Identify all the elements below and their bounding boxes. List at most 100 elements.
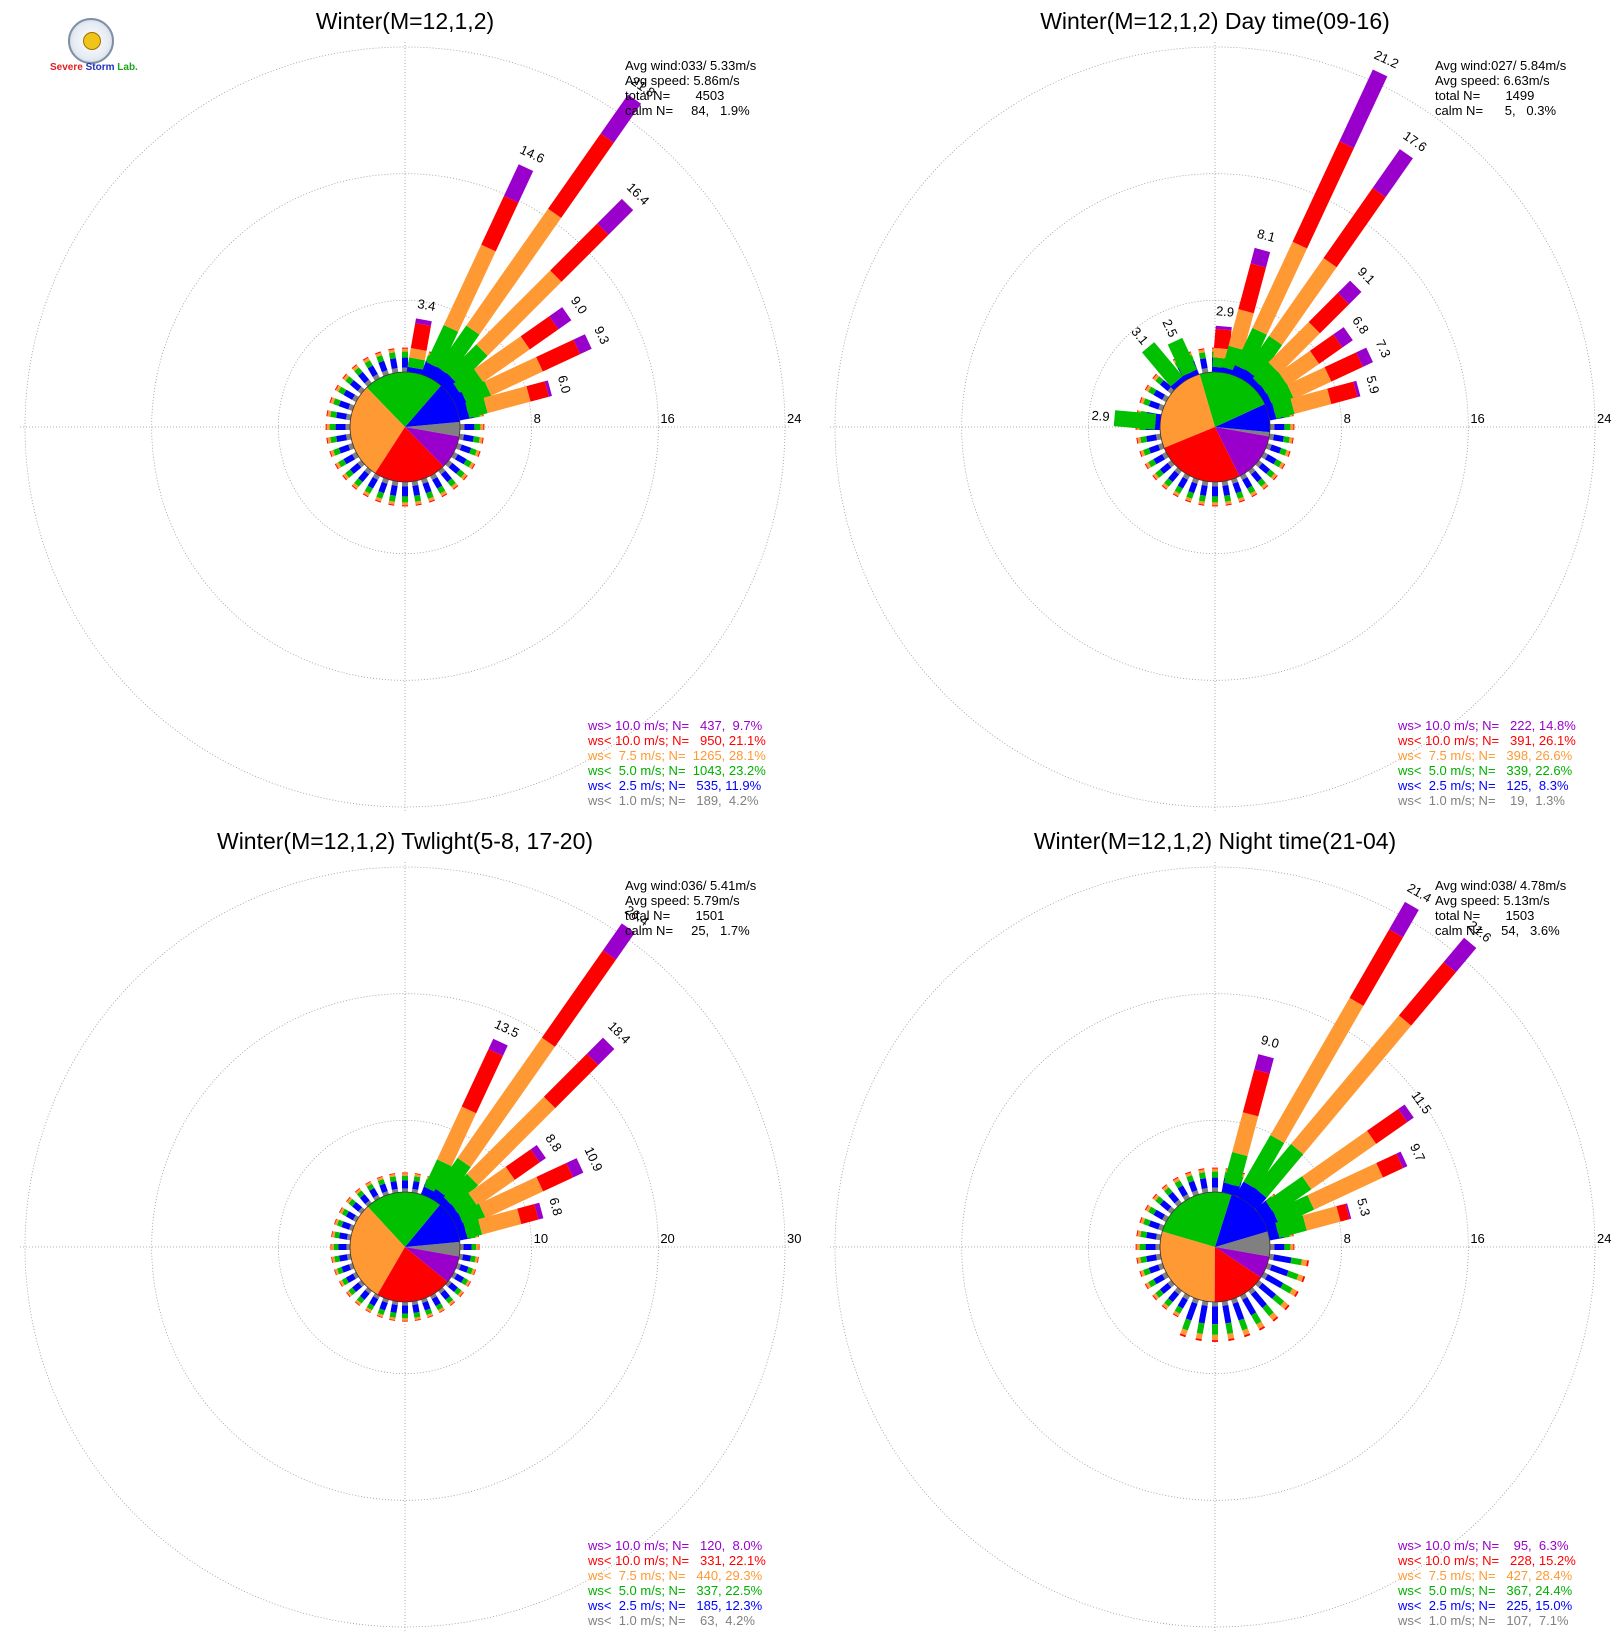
short-petal-segment	[391, 480, 399, 487]
petal-segment	[453, 368, 484, 397]
short-petal-segment	[1273, 434, 1284, 443]
total-n: total N= 1499	[1435, 88, 1535, 103]
short-petal-segment	[364, 360, 373, 369]
legend-item: ws< 1.0 m/s; N= 63, 4.2%	[588, 1613, 755, 1628]
pie-outline	[349, 371, 461, 483]
pie-slice	[1215, 427, 1270, 437]
short-petal-segment	[1300, 1259, 1308, 1267]
short-petal-segment	[338, 386, 347, 395]
short-petal-segment	[1174, 467, 1182, 475]
short-petal-segment	[389, 358, 398, 369]
petal-segment	[443, 244, 496, 332]
short-petal-segment	[1177, 476, 1188, 489]
short-petal-segment	[365, 1307, 372, 1313]
petal-segment	[458, 1203, 486, 1228]
petal-segment	[1376, 1153, 1404, 1178]
short-petal-segment	[1173, 490, 1180, 497]
petal-segment	[1230, 365, 1250, 381]
short-petal-segment	[373, 1194, 381, 1201]
short-petal-segment	[388, 349, 395, 354]
petal-label: 16.4	[624, 180, 653, 209]
legend-item: ws< 7.5 m/s; N= 1265, 28.1%	[588, 748, 766, 763]
ring-label: 16	[1470, 411, 1484, 426]
stats-block: Avg wind:027/ 5.84m/s Avg speed: 6.63m/s…	[1435, 58, 1566, 118]
short-petal-segment	[1227, 1332, 1235, 1340]
short-petal-segment	[432, 476, 443, 489]
short-petal-segment	[1148, 459, 1157, 468]
petal-label: 9.0	[1259, 1032, 1280, 1051]
petal-label: 2.9	[1215, 303, 1234, 320]
windrose-panel-4: 8 16 24 9.0 21.4 21.6 11.5 9.7 5.3 Winter(M=12,1…	[810, 820, 1620, 1640]
petal-segment	[1182, 369, 1200, 381]
short-petal-segment	[334, 1255, 341, 1263]
short-petal-segment	[440, 490, 447, 497]
short-petal-segment	[411, 1188, 419, 1194]
avg-speed: Avg speed: 5.13m/s	[1435, 893, 1550, 908]
petal-segment	[451, 391, 469, 412]
stats-block: Avg wind:038/ 4.78m/s Avg speed: 5.13m/s…	[1435, 878, 1566, 938]
windrose-plot: 8 16 24 2.9 3.1 2.5 2.9 8.1 21.2 17.6 9.1 6.87.3 5.9	[830, 42, 1611, 812]
short-petal-segment	[1268, 1253, 1275, 1261]
petal-label: 9.0	[568, 293, 591, 316]
short-petal-segment	[1158, 1223, 1165, 1232]
short-petal-segment	[454, 454, 467, 465]
short-petal-segment	[369, 1187, 379, 1198]
petal-segment	[1213, 328, 1232, 350]
petal-segment	[426, 324, 459, 370]
short-petal-segment	[1282, 436, 1290, 444]
short-petal-segment	[1158, 403, 1165, 412]
short-petal-segment	[1235, 491, 1244, 499]
short-petal-segment	[348, 403, 355, 412]
short-petal-segment	[415, 500, 422, 505]
short-petal-segment	[1191, 1190, 1200, 1197]
petal-segment	[438, 1197, 455, 1214]
short-petal-segment	[1186, 491, 1195, 499]
short-petal-segment	[379, 1300, 388, 1311]
short-petal-segment	[1162, 451, 1169, 460]
short-petal-segment	[327, 437, 332, 444]
short-petal-segment	[453, 485, 459, 490]
short-petal-segment	[1148, 1264, 1161, 1274]
short-petal-segment	[366, 1183, 375, 1191]
short-petal-segment	[447, 478, 456, 487]
petal-segment	[451, 1192, 478, 1218]
short-petal-segment	[1250, 1290, 1267, 1309]
petal-segment	[1255, 385, 1270, 403]
petal-segment	[1275, 1215, 1307, 1239]
short-petal-segment	[1177, 1185, 1188, 1198]
legend: ws> 10.0 m/s; N= 120, 8.0% ws< 10.0 m/s;…	[588, 1538, 766, 1628]
short-petal-segment	[1225, 500, 1232, 505]
short-petal-segment	[438, 1287, 445, 1294]
short-petal-segment	[1164, 1187, 1173, 1196]
ring-label: 10	[534, 1231, 548, 1246]
short-petal-segment	[1201, 1300, 1209, 1307]
short-petal-segment	[1273, 1254, 1292, 1264]
short-petal-segment	[390, 1180, 398, 1190]
short-petal-segment	[1191, 1297, 1200, 1304]
short-petal-segment	[1137, 437, 1142, 444]
short-petal-segment	[1148, 1279, 1157, 1288]
short-petal-segment	[1272, 1316, 1279, 1322]
petal-segment	[566, 1158, 584, 1178]
short-petal-segment	[1180, 1328, 1188, 1336]
short-petal-segment	[437, 485, 446, 494]
petal-segment	[415, 318, 432, 326]
petal-segment	[429, 1189, 449, 1207]
short-petal-segment	[1174, 1287, 1182, 1295]
legend-item: ws> 10.0 m/s; N= 437, 9.7%	[588, 718, 763, 733]
pie-slice	[377, 1247, 448, 1302]
short-petal-segment	[456, 469, 465, 478]
short-petal-segment	[1140, 1217, 1146, 1225]
short-petal-segment	[1250, 1312, 1262, 1325]
petal-segment	[1221, 1182, 1240, 1196]
petal-segment	[1389, 901, 1419, 938]
legend: ws> 10.0 m/s; N= 222, 14.8% ws< 10.0 m/s…	[1398, 718, 1576, 808]
petal-segment	[1267, 384, 1295, 409]
petal-segment	[1327, 381, 1358, 405]
short-petal-segment	[1198, 494, 1206, 502]
short-petal-segment	[343, 389, 356, 400]
pie-slice	[405, 421, 460, 437]
short-petal-segment	[338, 400, 351, 410]
ring-gridline	[24, 46, 786, 808]
short-petal-segment	[1196, 1322, 1205, 1334]
